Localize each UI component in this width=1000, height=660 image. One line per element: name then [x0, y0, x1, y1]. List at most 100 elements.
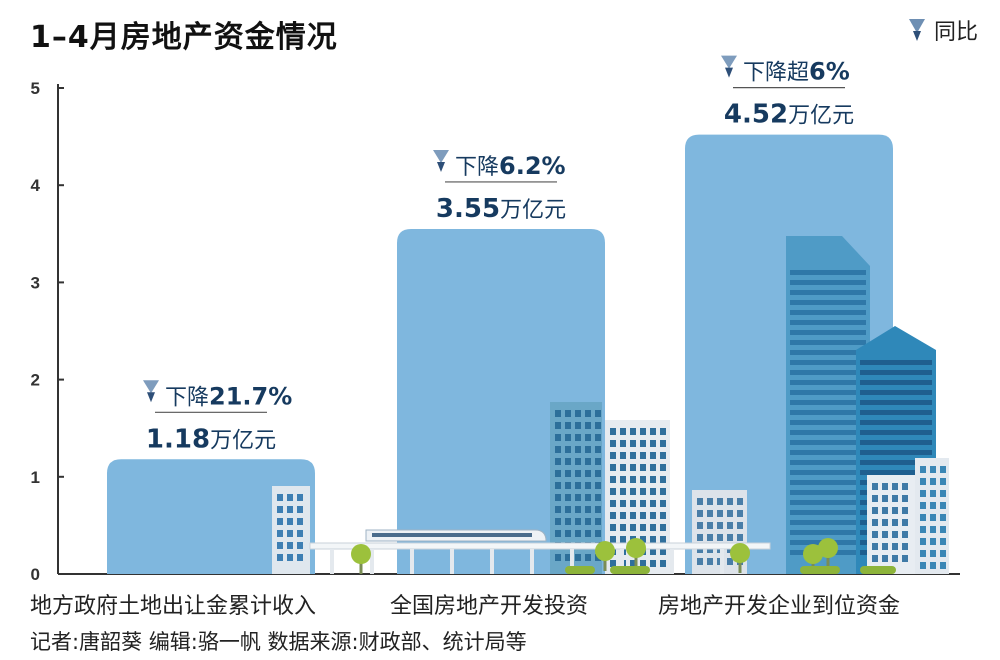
- building-window: [620, 500, 626, 507]
- building-window: [697, 498, 703, 505]
- building-window: [902, 483, 908, 490]
- building-window: [575, 554, 581, 561]
- building-window: [575, 422, 581, 429]
- building-window: [640, 536, 646, 543]
- tower-window-band: [790, 350, 866, 355]
- building-window: [620, 464, 626, 471]
- tower-window-band: [790, 420, 866, 425]
- building-window: [707, 534, 713, 541]
- building-window: [660, 512, 666, 519]
- building-window: [555, 422, 561, 429]
- building-window: [565, 494, 571, 501]
- building-window: [277, 506, 283, 513]
- tower-window-band: [860, 460, 932, 465]
- building-window: [930, 466, 936, 473]
- building-window: [565, 410, 571, 417]
- down-arrow-icon: [908, 19, 925, 41]
- hedge: [860, 566, 896, 574]
- building-window: [630, 488, 636, 495]
- hedge: [610, 566, 650, 574]
- building-window: [287, 506, 293, 513]
- building-window: [297, 506, 303, 513]
- building-window: [920, 562, 926, 569]
- building-window: [555, 554, 561, 561]
- building-window: [717, 522, 723, 529]
- building-window: [920, 526, 926, 533]
- building-window: [882, 483, 888, 490]
- building-window: [872, 555, 878, 562]
- rail-pillar: [490, 549, 494, 574]
- building-window: [620, 428, 626, 435]
- hedge: [565, 566, 595, 574]
- value-label: 4.52万亿元: [724, 100, 854, 130]
- building-window: [620, 536, 626, 543]
- y-tick-label: 1: [31, 468, 40, 487]
- building-window: [620, 524, 626, 531]
- building-window: [920, 502, 926, 509]
- building-window: [620, 488, 626, 495]
- building-window: [297, 554, 303, 561]
- building-window: [585, 554, 591, 561]
- building-window: [630, 464, 636, 471]
- building-window: [902, 543, 908, 550]
- building-window: [650, 524, 656, 531]
- building-window: [575, 434, 581, 441]
- building-window: [555, 530, 561, 537]
- tower-window-band: [860, 410, 932, 415]
- tower-window-band: [860, 450, 932, 455]
- change-label: 下降超6%: [721, 55, 850, 86]
- tower-window-band: [790, 430, 866, 435]
- building-window: [640, 512, 646, 519]
- rail-pillar: [670, 549, 674, 574]
- building-window: [940, 538, 946, 545]
- building-window: [882, 507, 888, 514]
- building-window: [737, 510, 743, 517]
- building-window: [630, 440, 636, 447]
- building-window: [610, 452, 616, 459]
- building-window: [287, 518, 293, 525]
- building-window: [892, 543, 898, 550]
- rail-track: [309, 542, 771, 550]
- building-window: [640, 524, 646, 531]
- building-window: [707, 558, 713, 565]
- tower-window-band: [860, 390, 932, 395]
- building-window: [575, 470, 581, 477]
- building-window: [565, 506, 571, 513]
- down-arrow-icon: [143, 380, 159, 394]
- building-window: [727, 498, 733, 505]
- tower-window-band: [790, 400, 866, 405]
- footer-credits: 记者:唐韶葵 编辑:骆一帆 数据来源:财政部、统计局等: [30, 630, 527, 654]
- building-window: [277, 518, 283, 525]
- building-window: [872, 495, 878, 502]
- tower-window-band: [790, 310, 866, 315]
- building-window: [707, 510, 713, 517]
- building-window: [930, 526, 936, 533]
- building-window: [585, 422, 591, 429]
- building-window: [610, 464, 616, 471]
- hedge: [800, 566, 840, 574]
- down-arrow-icon-tip: [147, 392, 155, 403]
- building-window: [565, 530, 571, 537]
- building-window: [697, 558, 703, 565]
- change-label: 下降6.2%: [433, 149, 566, 180]
- tree: [351, 544, 371, 564]
- tower-window-band: [790, 510, 866, 515]
- building-window: [585, 482, 591, 489]
- tower-window-band: [790, 520, 866, 525]
- category-label-investment: 全国房地产开发投资: [390, 594, 589, 619]
- building-window: [620, 452, 626, 459]
- building-window: [585, 458, 591, 465]
- building-window: [575, 482, 581, 489]
- building-window: [297, 530, 303, 537]
- building-window: [882, 543, 888, 550]
- building-window: [940, 514, 946, 521]
- tower-window-band: [860, 470, 932, 475]
- building-window: [660, 500, 666, 507]
- building-window: [650, 548, 656, 555]
- building-window: [940, 550, 946, 557]
- building-window: [630, 500, 636, 507]
- building-window: [620, 512, 626, 519]
- change-label: 下降21.7%: [143, 380, 292, 410]
